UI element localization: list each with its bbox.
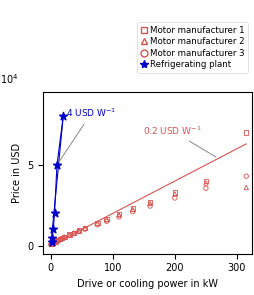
Point	[243, 185, 247, 190]
Point	[52, 240, 56, 245]
Point	[49, 242, 53, 247]
Point	[50, 241, 54, 245]
Point	[50, 241, 54, 246]
Point	[71, 231, 75, 236]
Point	[104, 217, 108, 222]
Point	[172, 196, 176, 200]
Point	[55, 238, 59, 243]
Point	[51, 227, 55, 232]
Point	[71, 230, 75, 235]
Point	[76, 228, 81, 233]
Legend: Motor manufacturer 1, Motor manufacturer 2, Motor manufacturer 3, Refrigerating : Motor manufacturer 1, Motor manufacturer…	[137, 22, 247, 73]
Text: 4 USD W$^{-1}$: 4 USD W$^{-1}$	[58, 107, 116, 163]
Point	[51, 240, 55, 245]
Point	[130, 206, 134, 211]
Point	[203, 179, 207, 183]
Point	[148, 200, 152, 204]
Point	[203, 181, 207, 185]
Point	[203, 186, 207, 191]
Point	[95, 222, 99, 227]
Point	[49, 242, 53, 247]
Point	[50, 241, 54, 245]
Point	[50, 235, 54, 240]
Point	[62, 235, 66, 239]
Point	[49, 242, 53, 246]
Point	[117, 213, 121, 217]
Point	[71, 230, 75, 235]
Point	[60, 236, 64, 240]
Point	[67, 232, 71, 237]
Point	[62, 235, 66, 240]
Point	[76, 228, 81, 233]
Point	[50, 241, 54, 246]
Point	[58, 237, 62, 242]
Point	[62, 235, 66, 240]
Point	[49, 241, 53, 246]
Point	[55, 163, 59, 167]
Point	[53, 239, 57, 244]
Point	[67, 232, 71, 237]
Point	[52, 240, 56, 245]
Point	[60, 236, 64, 241]
Point	[83, 225, 87, 230]
Point	[50, 241, 54, 245]
Point	[83, 227, 87, 232]
Point	[148, 204, 152, 208]
Point	[49, 242, 53, 246]
Point	[58, 237, 62, 242]
Point	[53, 239, 57, 244]
Point	[104, 217, 108, 221]
Point	[58, 237, 62, 242]
Point	[49, 242, 53, 246]
Point	[53, 239, 57, 244]
Point	[50, 240, 54, 245]
Point	[61, 114, 65, 119]
Point	[49, 242, 53, 246]
Text: 0.2 USD W$^{-1}$: 0.2 USD W$^{-1}$	[142, 124, 215, 157]
Point	[243, 130, 247, 135]
Point	[51, 240, 55, 245]
Point	[104, 219, 108, 224]
Point	[55, 238, 59, 243]
Point	[49, 242, 53, 247]
Point	[50, 241, 54, 246]
Text: $\cdot10^4$: $\cdot10^4$	[0, 72, 19, 86]
Point	[83, 226, 87, 231]
Point	[55, 238, 59, 243]
Point	[51, 240, 55, 245]
Point	[60, 236, 64, 240]
Point	[50, 240, 54, 245]
Point	[50, 241, 54, 246]
Y-axis label: Price in USD: Price in USD	[12, 143, 22, 203]
Point	[243, 174, 247, 178]
Point	[95, 221, 99, 225]
Point	[95, 221, 99, 226]
Point	[117, 212, 121, 217]
Point	[148, 201, 152, 206]
Point	[172, 190, 176, 195]
Point	[117, 214, 121, 219]
Point	[49, 242, 53, 247]
Point	[67, 233, 71, 238]
Point	[76, 229, 81, 234]
X-axis label: Drive or cooling power in kW: Drive or cooling power in kW	[77, 279, 217, 289]
Point	[52, 240, 56, 245]
Point	[52, 211, 56, 216]
Point	[49, 242, 53, 246]
Point	[130, 207, 134, 212]
Point	[50, 241, 54, 246]
Point	[130, 209, 134, 214]
Point	[172, 191, 176, 196]
